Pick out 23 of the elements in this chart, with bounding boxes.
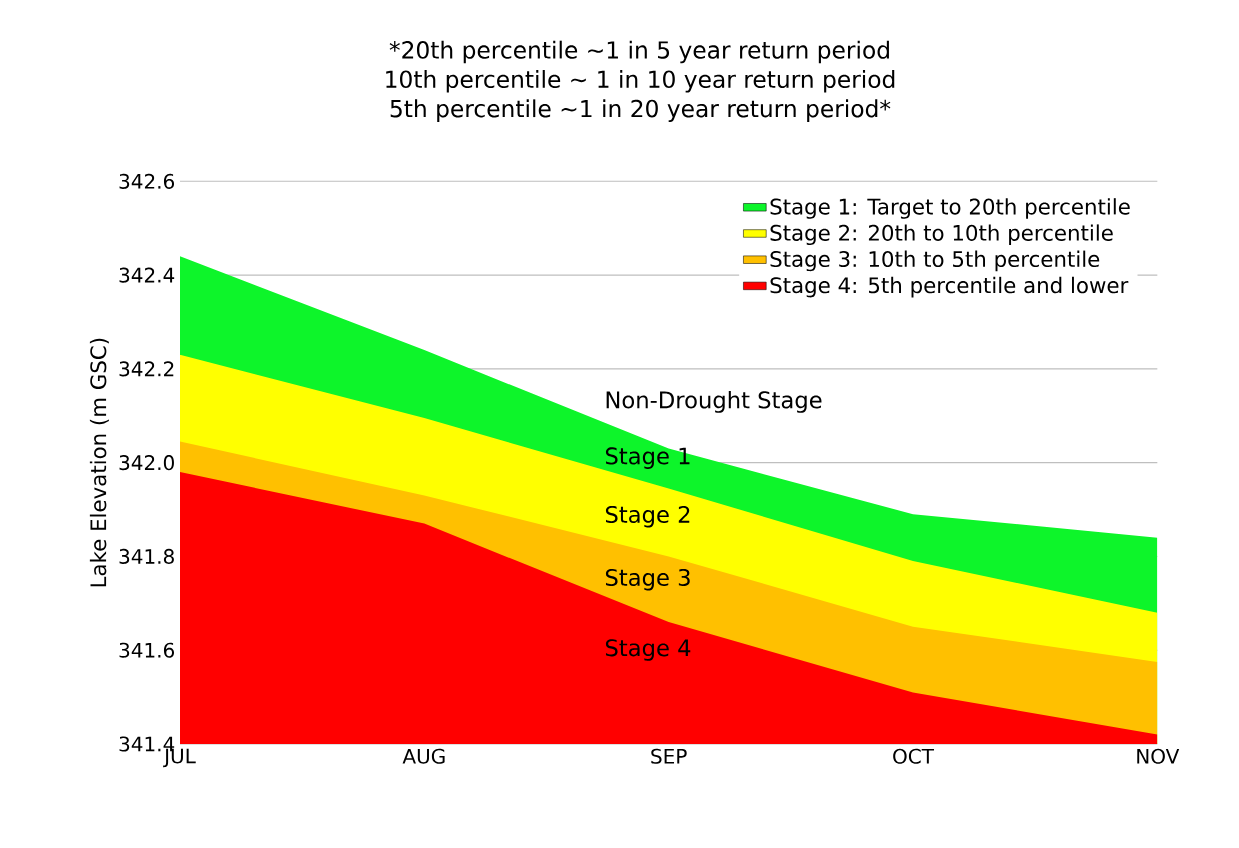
annotation: Stage 2 [605,505,690,528]
y-tick-label: 342.4 [119,267,175,283]
y-axis-title: Lake Elevation (m GSC) [89,338,109,587]
x-tick-label: OCT [893,748,935,764]
legend-label: Stage 3: 10th to 5th percentile [770,250,1100,272]
y-tick-label: 341.6 [119,642,175,658]
y-tick-label: 341.8 [119,548,174,564]
annotation: Stage 4 [605,639,691,661]
chart-title: *20th percentile ~1 in 5 year return period [389,40,889,64]
x-tick-label: AUG [402,748,445,764]
chart-subtitle: 10th percentile ~ 1 in 10 year return period [386,70,895,93]
text: 5th percentile ~1 in 20 year return period* [390,99,891,122]
legend-label: Stage 2: 20th to 10th percentile [770,224,1113,246]
annotation: Stage 1 [605,447,690,469]
x-tick-label: SEP [651,748,687,764]
y-tick-label: 342.2 [119,361,174,377]
legend-label: Stage 4: 5th percentile and lower [770,276,1129,298]
y-tick-label: 342.6 [119,173,175,189]
annotation: Stage 3 [605,568,690,591]
legend-label: Stage 1: Target to 20th percentile [770,198,1130,219]
y-tick-label: 342.0 [119,455,174,471]
annotation: Non-Drought Stage [606,390,822,413]
x-tick-label: NOV [1137,748,1180,764]
